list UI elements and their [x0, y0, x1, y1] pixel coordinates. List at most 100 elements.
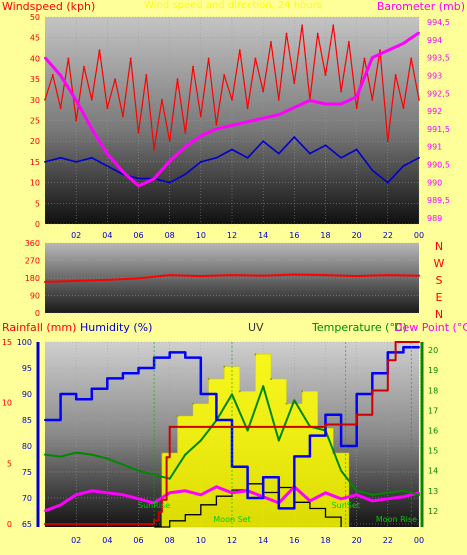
temperature-point: [246, 429, 249, 432]
temperature-point: [121, 463, 124, 466]
chart-title: Wind speed and direction, 24 hours: [144, 0, 322, 11]
wind-point: [114, 78, 117, 80]
weather-xtick-label: 12: [227, 536, 237, 545]
wind-point: [153, 148, 155, 151]
wind-point: [160, 98, 163, 101]
uv-point: [285, 402, 288, 405]
temperature-ytick-label: 16: [428, 426, 438, 435]
wind-ytick-label: 10: [30, 179, 40, 188]
barometer-ytick-label: 991,5: [427, 125, 450, 134]
dewpoint-point: [355, 493, 358, 496]
barometer-ytick-label: 990,5: [427, 161, 450, 170]
gust_avg-point: [386, 181, 389, 184]
barometer-ytick-label: 993,5: [427, 54, 450, 63]
humidity-point: [44, 419, 46, 421]
weather-xtick-label: 02: [71, 536, 81, 545]
wind-ytick-label: 5: [35, 199, 40, 208]
dewpoint-point: [231, 491, 233, 494]
direction-point: [324, 274, 327, 277]
wind-point: [277, 98, 280, 101]
direction-point: [137, 277, 140, 280]
direction-point: [75, 279, 78, 282]
rain-point: [402, 341, 405, 343]
wind-ytick-label: 15: [30, 158, 40, 167]
uv-point: [301, 390, 304, 393]
humidity-point: [184, 356, 187, 359]
gust_avg-point: [137, 177, 140, 180]
barometer-point: [231, 124, 233, 127]
wind-point: [44, 98, 46, 101]
barometer-point: [199, 135, 202, 137]
wind-point: [254, 57, 257, 60]
humidity-point: [153, 356, 156, 359]
wind-point: [340, 90, 342, 93]
wind-point: [90, 98, 93, 101]
wind-point: [316, 32, 319, 35]
wind-point: [402, 107, 405, 109]
dewpoint-point: [324, 491, 327, 494]
wind-point: [238, 49, 241, 52]
direction-point: [293, 273, 296, 276]
wind-ytick-label: 0: [35, 220, 40, 229]
weather-xtick-label: 00: [414, 536, 424, 545]
direction-point: [199, 275, 202, 278]
humidity-point: [418, 346, 420, 349]
barometer-ytick-label: 989,5: [427, 196, 450, 205]
barometer-ytick-label: 989: [427, 214, 442, 223]
humidity-ytick-label: 100: [17, 338, 32, 347]
gust_avg-point: [355, 148, 358, 151]
wind-xtick-label: 22: [383, 231, 393, 240]
direction-ytick-label: 270: [25, 257, 40, 266]
wind-xtick-label: 06: [133, 231, 143, 240]
wind-point: [285, 32, 288, 35]
annotation-label: Moon Rise: [376, 515, 417, 524]
barometer-ytick-label: 994,5: [427, 18, 450, 27]
barometer-axis-label: Barometer (mb): [377, 0, 465, 13]
direction-point: [386, 274, 389, 277]
wind-point: [293, 82, 296, 85]
rain-point: [44, 523, 46, 525]
uv-point: [269, 378, 272, 380]
wind-point: [192, 65, 194, 68]
humidity-ytick-label: 80: [22, 442, 32, 451]
wind-xtick-label: 00: [414, 231, 424, 240]
rain-point: [153, 519, 156, 522]
uv-point: [207, 378, 210, 380]
annotation-label: SunSet: [332, 501, 360, 510]
dewpoint-point: [386, 497, 389, 500]
dewpoint-point: [90, 489, 93, 492]
temperature-point: [90, 453, 93, 456]
direction-ytick-label: 0: [35, 309, 40, 318]
wind-point: [106, 107, 109, 109]
wind-point: [145, 74, 148, 76]
barometer-point: [44, 56, 46, 59]
humidity-point: [308, 434, 311, 437]
compass-label: N: [435, 308, 443, 321]
barometer-point: [122, 170, 124, 173]
gust_avg-point: [75, 161, 78, 163]
dewpoint-point: [44, 509, 46, 512]
dewpoint-point: [106, 491, 109, 494]
barometer-point: [355, 95, 358, 98]
rain-ytick-label: 10: [2, 399, 12, 408]
temperature-point: [386, 491, 389, 494]
rain-point: [293, 425, 296, 428]
temperature-point: [340, 469, 343, 472]
wind-point: [363, 57, 366, 60]
wind-point: [129, 57, 132, 60]
wind-point: [59, 107, 62, 109]
barometer-point: [246, 120, 249, 123]
weather-xtick-label: 20: [352, 536, 362, 545]
wind-point: [215, 123, 218, 126]
compass-label: N: [435, 240, 443, 253]
humidity-point: [121, 372, 124, 375]
dewpoint-point: [340, 497, 343, 500]
wind-point: [207, 57, 210, 60]
gust_avg-point: [402, 165, 405, 167]
humidity-point: [355, 393, 358, 395]
direction-point: [106, 278, 109, 281]
gust_avg-point: [371, 169, 374, 172]
barometer-point: [340, 103, 342, 105]
